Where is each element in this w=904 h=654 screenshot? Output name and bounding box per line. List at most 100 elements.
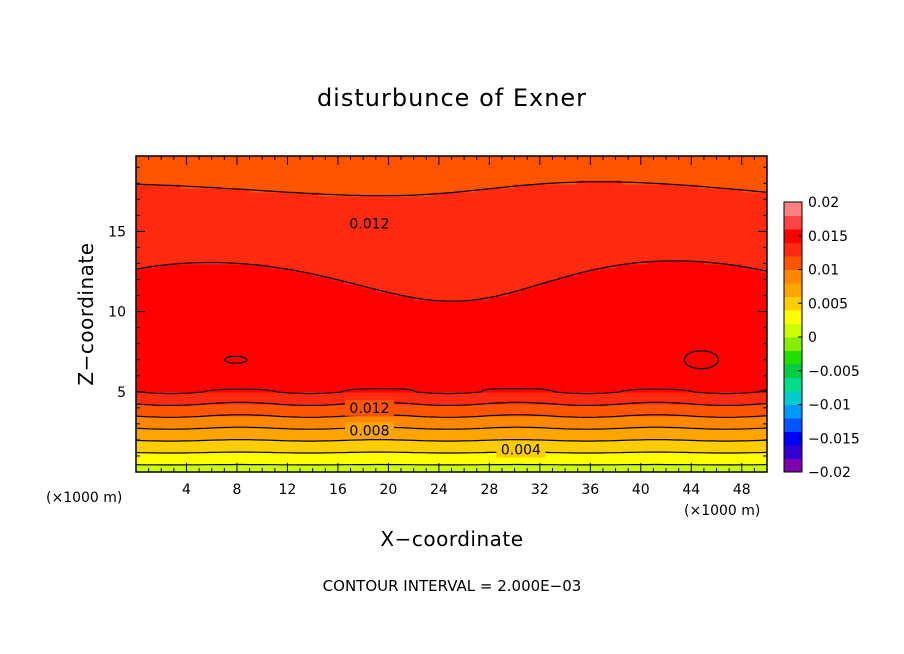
contour-cell bbox=[558, 296, 566, 301]
contour-cell bbox=[602, 468, 610, 473]
contour-cell bbox=[306, 272, 314, 277]
contour-cell bbox=[407, 292, 415, 297]
contour-cell bbox=[464, 412, 472, 417]
contour-cell bbox=[432, 460, 440, 465]
contour-cell bbox=[274, 368, 282, 373]
contour-cell bbox=[527, 336, 535, 341]
contour-cell bbox=[401, 296, 408, 301]
contour-cell bbox=[325, 404, 333, 409]
contour-cell bbox=[142, 464, 150, 469]
contour-cell bbox=[501, 392, 509, 397]
contour-cell bbox=[710, 468, 718, 473]
contour-cell bbox=[634, 456, 642, 461]
contour-cell bbox=[274, 344, 282, 349]
contour-cell bbox=[262, 440, 270, 445]
contour-cell bbox=[173, 304, 181, 309]
contour-cell bbox=[407, 308, 415, 313]
contour-cell bbox=[161, 352, 169, 357]
contour-cell bbox=[451, 428, 459, 433]
contour-cell bbox=[350, 384, 358, 389]
contour-cell bbox=[596, 432, 604, 437]
contour-cell bbox=[678, 424, 686, 429]
contour-cell bbox=[180, 300, 188, 305]
contour-cell bbox=[142, 424, 150, 429]
contour-cell bbox=[236, 416, 244, 421]
contour-cell bbox=[382, 288, 389, 293]
contour-cell bbox=[590, 344, 598, 349]
contour-cell bbox=[325, 420, 333, 425]
contour-cell bbox=[306, 460, 314, 465]
contour-cell bbox=[634, 280, 642, 285]
contour-cell bbox=[609, 464, 617, 469]
contour-cell bbox=[546, 384, 554, 389]
contour-cell bbox=[375, 448, 383, 453]
contour-cell bbox=[356, 380, 364, 385]
contour-cell bbox=[369, 460, 377, 465]
contour-cell bbox=[464, 284, 472, 289]
contour-cell bbox=[760, 460, 768, 465]
contour-cell bbox=[501, 380, 509, 385]
contour-cell bbox=[438, 340, 446, 345]
contour-cell bbox=[154, 424, 162, 429]
contour-cell bbox=[281, 392, 289, 397]
contour-cell bbox=[382, 388, 389, 393]
contour-cell bbox=[350, 292, 358, 297]
contour-cell bbox=[306, 456, 314, 461]
contour-cell bbox=[211, 424, 219, 429]
contour-cell bbox=[331, 308, 339, 313]
contour-cell bbox=[571, 292, 579, 297]
contour-cell bbox=[672, 376, 680, 381]
contour-cell bbox=[571, 320, 579, 325]
contour-cell bbox=[388, 368, 396, 373]
contour-cell bbox=[640, 328, 648, 333]
contour-cell bbox=[268, 276, 276, 281]
contour-cell bbox=[495, 344, 503, 349]
contour-cell bbox=[438, 344, 446, 349]
contour-cell bbox=[647, 464, 655, 469]
contour-cell bbox=[539, 456, 547, 461]
contour-cell bbox=[489, 284, 497, 289]
contour-cell bbox=[438, 352, 446, 357]
contour-cell bbox=[161, 288, 169, 293]
contour-cell bbox=[628, 360, 636, 365]
contour-cell bbox=[445, 464, 453, 469]
contour-cell bbox=[192, 348, 200, 353]
contour-cell bbox=[552, 464, 560, 469]
contour-cell bbox=[514, 396, 522, 401]
contour-cell bbox=[596, 276, 604, 281]
contour-cell bbox=[218, 440, 225, 445]
contour-cell bbox=[438, 440, 446, 445]
contour-cell bbox=[224, 280, 232, 285]
contour-cell bbox=[243, 300, 251, 305]
contour-cell bbox=[716, 280, 724, 285]
contour-cell bbox=[274, 424, 282, 429]
contour-cell bbox=[748, 360, 755, 365]
contour-cell bbox=[653, 376, 661, 381]
contour-cell bbox=[426, 408, 434, 413]
contour-cell bbox=[501, 428, 509, 433]
contour-cell bbox=[142, 372, 150, 377]
contour-cell bbox=[483, 396, 490, 401]
contour-cell bbox=[483, 288, 490, 293]
contour-cell bbox=[703, 404, 711, 409]
contour-cell bbox=[539, 360, 547, 365]
contour-cell bbox=[287, 356, 295, 361]
contour-cell bbox=[394, 420, 402, 425]
contour-cell bbox=[584, 364, 591, 369]
contour-cell bbox=[394, 324, 402, 329]
contour-cell bbox=[590, 424, 598, 429]
contour-cell bbox=[577, 336, 585, 341]
contour-cell bbox=[741, 292, 749, 297]
contour-cell bbox=[533, 352, 541, 357]
chart-title: disturbunce of Exner bbox=[316, 84, 588, 112]
contour-cell bbox=[609, 336, 617, 341]
contour-cell bbox=[640, 452, 648, 457]
contour-cell bbox=[609, 288, 617, 293]
contour-cell bbox=[451, 376, 459, 381]
contour-cell bbox=[596, 468, 604, 473]
contour-cell bbox=[489, 300, 497, 305]
contour-cell bbox=[445, 468, 453, 473]
contour-cell bbox=[218, 296, 225, 301]
contour-cell bbox=[318, 324, 326, 329]
contour-cell bbox=[609, 312, 617, 317]
